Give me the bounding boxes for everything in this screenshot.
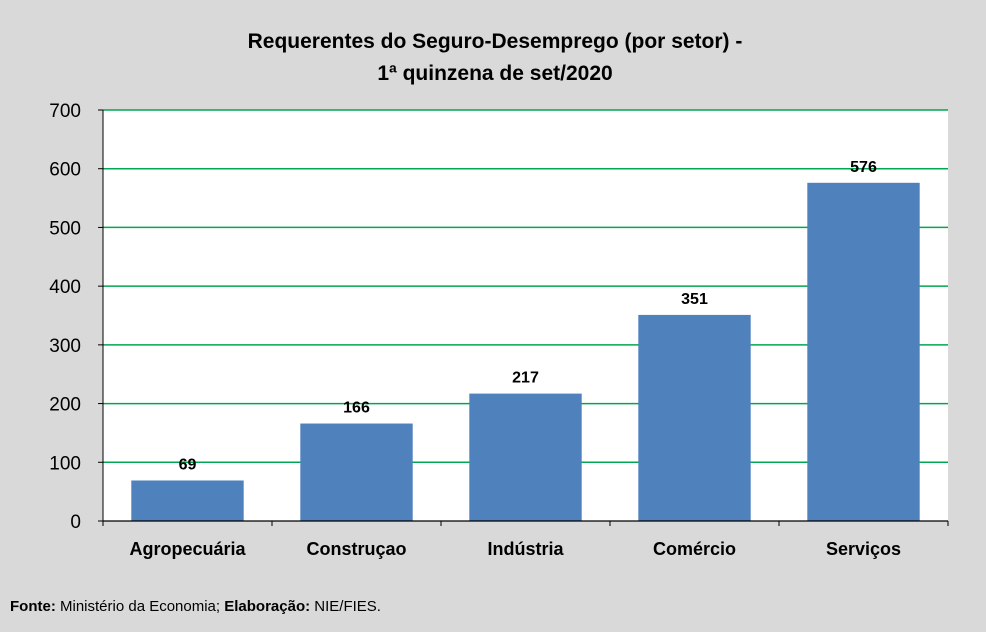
axes <box>98 109 949 526</box>
bar <box>131 480 244 521</box>
bar <box>469 393 582 521</box>
data-label: 69 <box>179 456 197 473</box>
y-tick-label: 400 <box>49 277 81 298</box>
labels: 0 100 200 300 400 500 600 700 69 Agropecuária 166 C… <box>49 101 901 559</box>
y-tick-label: 0 <box>70 512 81 533</box>
category-label: Indústria <box>487 539 564 559</box>
data-label: 217 <box>512 370 539 387</box>
source-text: Ministério da Economia; <box>55 598 225 615</box>
data-label: 166 <box>343 400 370 417</box>
bars <box>131 182 920 521</box>
y-tick-label: 100 <box>49 453 81 474</box>
y-tick-label: 500 <box>49 218 81 239</box>
y-tick-label: 700 <box>49 101 81 122</box>
y-tick-label: 200 <box>49 395 81 416</box>
category-label: Serviços <box>826 539 901 559</box>
source-note: Fonte: Ministério da Economia; Elaboraçã… <box>10 598 381 615</box>
data-label: 576 <box>850 159 877 176</box>
bar <box>300 423 413 521</box>
bar <box>638 314 751 521</box>
category-label: Agropecuária <box>129 539 246 559</box>
y-tick-label: 600 <box>49 160 81 181</box>
chart-title-line-2: 1ª quinzena de set/2020 <box>377 62 612 85</box>
elaboration-text: NIE/FIES. <box>310 598 381 615</box>
source-label: Fonte: <box>10 598 56 615</box>
elaboration-label: Elaboração: <box>224 598 311 615</box>
y-tick-label: 300 <box>49 336 81 357</box>
category-label: Comércio <box>653 539 736 559</box>
data-label: 351 <box>681 291 708 308</box>
bar <box>807 182 920 521</box>
category-label: Construçao <box>306 539 406 559</box>
chart-title-line-1: Requerentes do Seguro-Desemprego (por se… <box>248 30 743 53</box>
